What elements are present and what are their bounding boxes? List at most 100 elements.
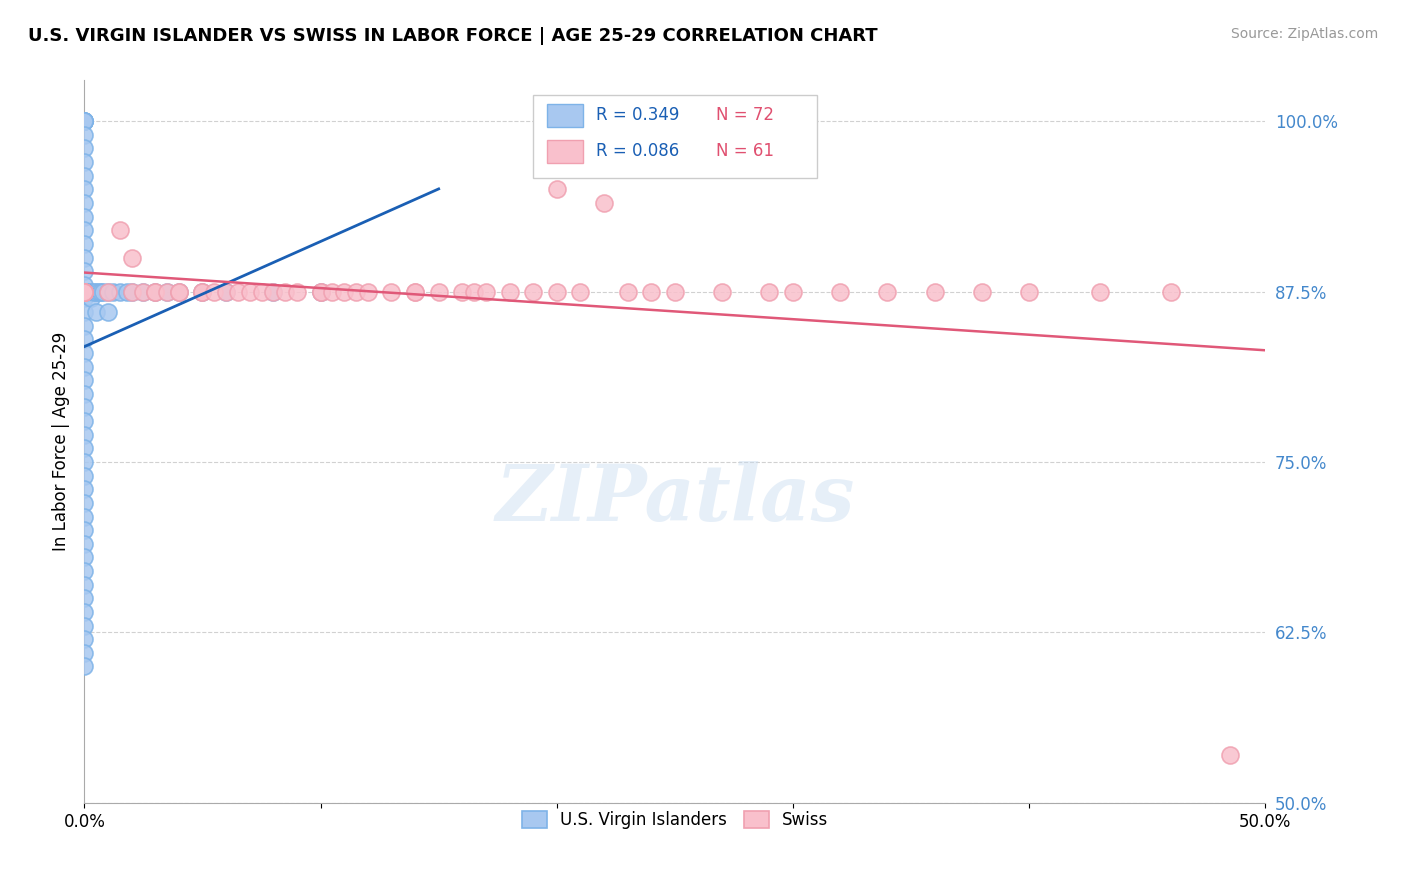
Point [97,285,120,299]
Point [167,285,190,299]
Point [73,427,96,442]
Point [73,292,96,306]
Point [475,285,498,299]
Point [73,537,96,551]
Point [73,196,96,211]
Point [262,285,284,299]
Point [121,251,143,265]
Point [73,285,96,299]
Point [97,305,120,319]
Point [73,509,96,524]
Point [108,223,131,237]
Point [73,468,96,483]
Point [87,285,110,299]
Point [404,285,426,299]
Point [830,285,852,299]
Point [970,285,993,299]
Point [1219,748,1241,763]
Point [616,285,638,299]
Point [274,285,297,299]
Point [73,114,96,128]
Point [1018,285,1040,299]
Point [167,285,190,299]
Point [73,659,96,673]
Point [97,285,120,299]
Point [91,285,114,299]
Point [73,285,96,299]
Point [569,285,592,299]
Point [546,285,568,299]
Point [191,285,214,299]
Y-axis label: In Labor Force | Age 25-29: In Labor Force | Age 25-29 [52,332,70,551]
Point [73,285,96,299]
Point [73,285,96,299]
Point [167,285,190,299]
Point [498,285,520,299]
Point [73,387,96,401]
Point [132,285,155,299]
Point [73,285,96,299]
Text: R = 0.086: R = 0.086 [596,142,679,160]
Point [1088,285,1111,299]
Point [782,285,804,299]
Point [239,285,262,299]
Text: Source: ZipAtlas.com: Source: ZipAtlas.com [1230,27,1378,41]
Point [77,285,100,299]
Point [73,114,96,128]
Point [73,285,96,299]
Point [73,114,96,128]
Point [285,285,308,299]
Point [344,285,367,299]
Point [73,155,96,169]
Point [380,285,402,299]
Point [215,285,238,299]
Point [876,285,898,299]
Point [143,285,166,299]
Text: U.S. VIRGIN ISLANDER VS SWISS IN LABOR FORCE | AGE 25-29 CORRELATION CHART: U.S. VIRGIN ISLANDER VS SWISS IN LABOR F… [28,27,877,45]
Point [73,236,96,251]
Point [664,285,686,299]
Point [451,285,474,299]
Point [73,332,96,346]
Point [546,182,568,196]
Point [132,285,155,299]
Point [191,285,214,299]
Point [80,292,103,306]
Point [250,285,273,299]
Point [73,455,96,469]
Point [73,114,96,128]
Point [73,591,96,606]
Point [73,359,96,374]
Point [73,523,96,537]
Point [73,550,96,565]
Point [640,285,662,299]
Point [84,305,107,319]
Point [73,114,96,128]
Point [73,128,96,142]
Point [73,305,96,319]
Point [73,285,96,299]
Point [73,646,96,660]
Point [73,496,96,510]
Point [333,285,356,299]
Point [758,285,780,299]
Point [711,285,734,299]
Point [73,401,96,415]
Point [463,285,485,299]
Point [522,285,544,299]
Point [309,285,332,299]
Point [404,285,426,299]
Point [73,577,96,591]
Point [73,318,96,333]
Point [73,285,96,299]
Text: ZIPatlas: ZIPatlas [495,461,855,538]
Point [83,285,105,299]
Point [1160,285,1182,299]
Point [73,114,96,128]
Point [143,285,166,299]
Point [262,285,284,299]
Point [309,285,332,299]
Bar [547,104,582,128]
Point [73,285,96,299]
Point [115,285,138,299]
